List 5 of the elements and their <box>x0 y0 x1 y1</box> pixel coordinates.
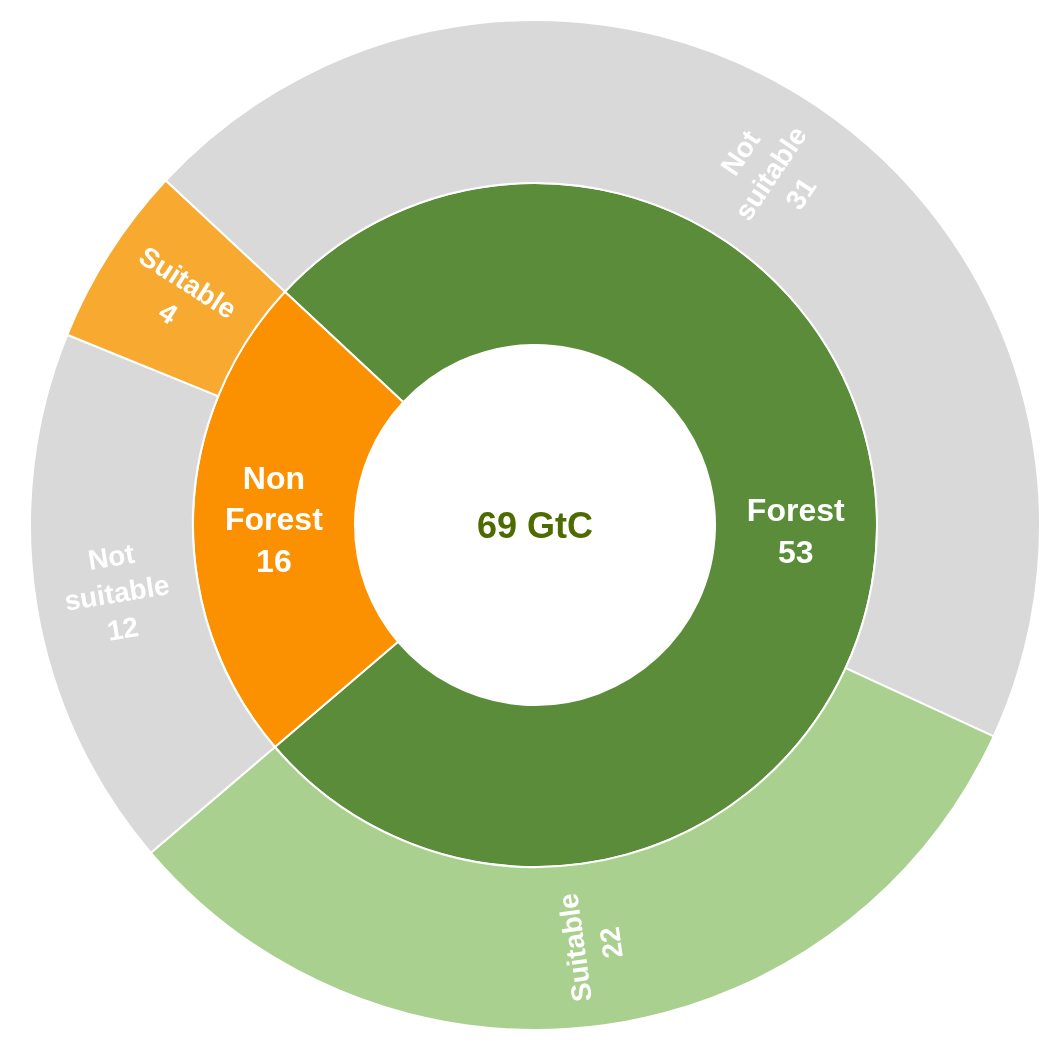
text: 69 GtC <box>477 505 594 546</box>
data-label: 53 <box>777 533 814 570</box>
slice-label: Non Forest <box>224 459 324 538</box>
slice-label: Forest <box>746 491 846 528</box>
data-label: 16 <box>256 542 292 579</box>
